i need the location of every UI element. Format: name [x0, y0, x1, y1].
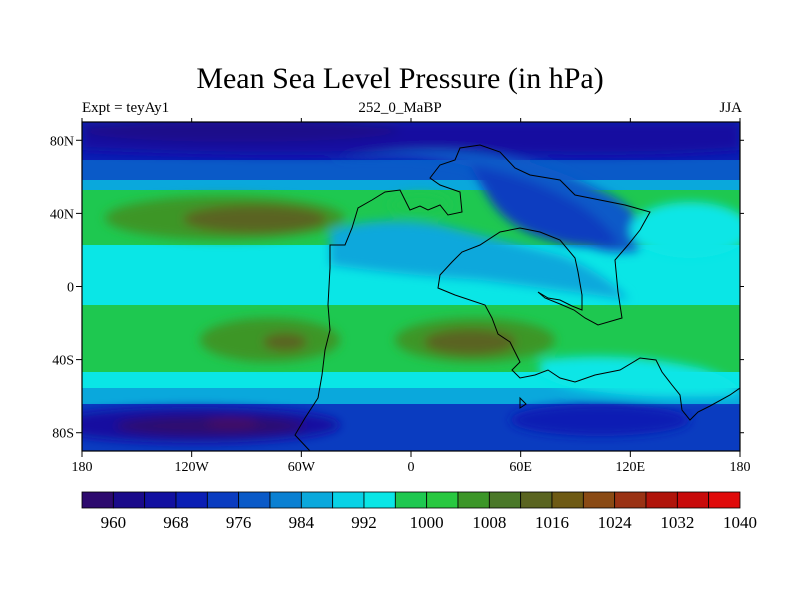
island-outline [519, 396, 527, 409]
colorbar-swatch [144, 491, 177, 509]
south-pacific-band [540, 356, 740, 397]
pressure-field [82, 122, 740, 451]
colorbar-label: 1024 [598, 513, 633, 532]
colorbar-swatch [332, 491, 365, 509]
colorbar-swatch [457, 491, 490, 509]
colorbar-swatch [81, 491, 114, 509]
colorbar-label: 968 [163, 513, 189, 532]
north-polar-core [82, 122, 400, 142]
x-tick-label: 0 [408, 460, 415, 475]
x-tick-label: 180 [72, 460, 93, 475]
colorbar-swatch [238, 491, 271, 509]
colorbar-swatch [426, 491, 459, 509]
x-tick-label: 120W [175, 460, 210, 475]
coastline [294, 144, 740, 451]
colorbar-label: 976 [226, 513, 252, 532]
colorbar-swatch [645, 491, 678, 509]
colorbar-label: 1032 [660, 513, 694, 532]
season-label: JJA [719, 100, 742, 116]
map-title: Mean Sea Level Pressure (in hPa) [196, 62, 604, 95]
north-subtropical-green [390, 193, 450, 217]
colorbar-swatch [394, 491, 428, 509]
colorbar-label: 1000 [410, 513, 444, 532]
pacific-tropical-patch [630, 202, 740, 258]
band-south-subpolar [82, 388, 740, 408]
colorbar-label: 1008 [472, 513, 506, 532]
colorbar-swatch [206, 491, 240, 509]
colorbar-swatch [175, 491, 208, 509]
colorbar-label: 1016 [535, 513, 569, 532]
colorbar-swatch [614, 491, 647, 509]
colorbar-swatch [676, 491, 710, 509]
tropical-trough [330, 221, 630, 300]
colorbar-label: 992 [351, 513, 377, 532]
colorbar-label: 984 [289, 513, 315, 532]
colorbar-swatch [112, 491, 146, 509]
south-west-high-core [263, 333, 307, 351]
y-tick-label: 0 [67, 281, 74, 296]
colorbar-swatch [551, 491, 584, 509]
latitude-axis: 80N 40N 0 40S 80S [50, 134, 744, 442]
south-east-polar-low [510, 404, 690, 436]
y-tick-label: 80S [52, 427, 74, 442]
colorbar-swatch [582, 491, 616, 509]
y-tick-label: 80N [50, 134, 74, 149]
continental-low-core [470, 165, 620, 247]
colorbar-swatch [269, 491, 302, 509]
colorbar: 960 968 976 984 992 1000 1008 1016 1024 1032 1040 [81, 491, 757, 532]
colorbar-swatch [708, 491, 741, 509]
colorbar-swatch [520, 491, 553, 509]
longitude-axis: 180 120W 60W 0 60E 120E 180 [72, 118, 751, 475]
colorbar-label: 960 [101, 513, 127, 532]
experiment-label: Expt = teyAy1 [82, 100, 170, 116]
south-polar-core [115, 416, 305, 436]
north-atlantic-high-core [183, 205, 327, 233]
y-tick-label: 40S [52, 354, 74, 369]
colorbar-swatch [363, 491, 396, 509]
x-tick-label: 120E [616, 460, 646, 475]
south-east-high-core [424, 329, 516, 355]
x-tick-label: 60E [509, 460, 532, 475]
south-polar-min [206, 419, 258, 427]
colorbar-swatch [300, 491, 334, 509]
colorbar-label: 1040 [723, 513, 757, 532]
x-tick-label: 180 [730, 460, 751, 475]
colorbar-swatch [488, 491, 522, 509]
y-tick-label: 40N [50, 207, 74, 222]
x-tick-label: 60W [288, 460, 316, 475]
period-label: 252_0_MaBP [358, 100, 442, 116]
